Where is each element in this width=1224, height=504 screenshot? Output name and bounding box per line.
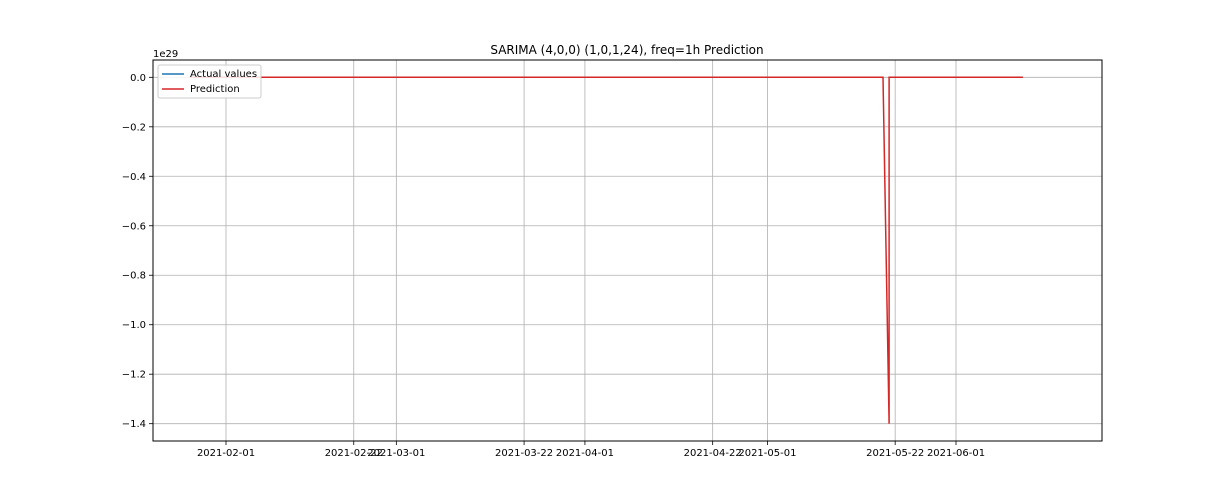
x-tick-label: 2021-05-22 — [866, 448, 924, 459]
plot-frame — [152, 59, 1103, 442]
x-tick-label: 2021-05-01 — [738, 448, 796, 459]
y-tick-label: −1.0 — [122, 320, 146, 331]
x-tick-label: 2021-02-22 — [325, 448, 383, 459]
y-tick-label: −1.2 — [122, 370, 146, 381]
y-tick-label: −0.4 — [122, 172, 146, 183]
y-tick-label: −0.8 — [122, 271, 146, 282]
y-tick-label: −1.4 — [122, 419, 146, 430]
x-tick-label: 2021-04-22 — [684, 448, 742, 459]
y-tick-label: −0.2 — [122, 122, 146, 133]
x-tick-label: 2021-03-22 — [495, 448, 553, 459]
x-tick-label: 2021-06-01 — [927, 448, 985, 459]
series-line-prediction — [189, 76, 1023, 424]
legend-label-actual-values: Actual values — [190, 69, 257, 80]
legend-label-prediction: Prediction — [190, 84, 240, 95]
x-tick-label: 2021-04-01 — [556, 448, 614, 459]
y-tick-label: 0.0 — [130, 73, 146, 84]
y-multiplier-label: 1e29 — [153, 49, 178, 60]
chart-title: SARIMA (4,0,0) (1,0,1,24), freq=1h Predi… — [490, 43, 763, 57]
x-tick-label: 2021-03-01 — [367, 448, 425, 459]
y-tick-label: −0.6 — [122, 221, 146, 232]
legend: Actual values Prediction — [157, 64, 262, 99]
x-tick-label: 2021-02-01 — [197, 448, 255, 459]
